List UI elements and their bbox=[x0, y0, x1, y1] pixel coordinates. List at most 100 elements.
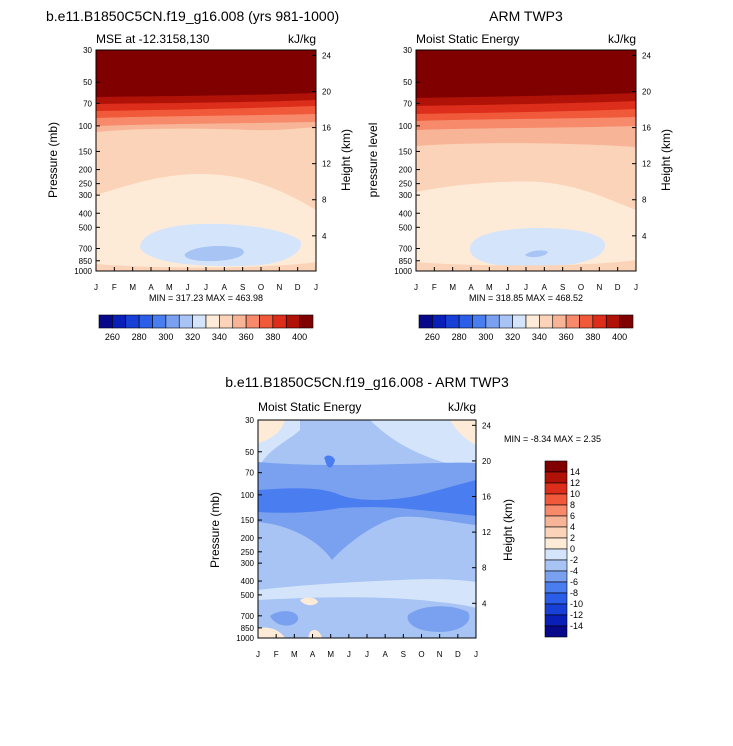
pressure-tick-label: 850 bbox=[399, 257, 413, 266]
month-tick-label: D bbox=[455, 650, 461, 659]
colorbar-swatch bbox=[544, 581, 568, 594]
colorbar-label: -6 bbox=[570, 577, 578, 587]
colorbar-swatch bbox=[299, 314, 314, 329]
colorbar-label: 4 bbox=[570, 522, 575, 532]
month-tick-label: N bbox=[596, 283, 602, 292]
panel-obs-ylabel-right: Height (km) bbox=[659, 129, 673, 191]
month-tick-label: A bbox=[468, 283, 474, 292]
month-tick-label: O bbox=[578, 283, 584, 292]
pressure-tick-label: 1000 bbox=[74, 267, 92, 276]
colorbar-swatch bbox=[544, 570, 568, 583]
colorbar-label: 300 bbox=[158, 332, 173, 342]
colorbar-swatch bbox=[205, 314, 220, 329]
colorbar-swatch bbox=[138, 314, 153, 329]
pressure-tick-label: 200 bbox=[399, 166, 413, 175]
panel-obs-units: kJ/kg bbox=[608, 32, 636, 46]
panel-diff-contours bbox=[258, 420, 476, 638]
colorbar-swatch bbox=[458, 314, 473, 329]
month-tick-label: J bbox=[365, 650, 369, 659]
colorbar-label: 360 bbox=[239, 332, 254, 342]
height-tick-label: 20 bbox=[642, 87, 651, 96]
colorbar-label: 0 bbox=[570, 544, 575, 554]
month-tick-label: A bbox=[382, 650, 388, 659]
panel-model-height-axis: 24 20 16 12 8 4 bbox=[312, 51, 331, 241]
pressure-tick-label: 30 bbox=[403, 46, 412, 55]
colorbar-swatch bbox=[165, 314, 180, 329]
month-tick-label: M bbox=[327, 650, 334, 659]
colorbar-swatch bbox=[544, 482, 568, 495]
month-tick-label: J bbox=[204, 283, 208, 292]
colorbar-swatch bbox=[544, 614, 568, 627]
colorbar-label: 12 bbox=[570, 478, 580, 488]
month-tick-label: M bbox=[166, 283, 173, 292]
month-tick-label: J bbox=[506, 283, 510, 292]
panel-model: b.e11.B1850C5CN.f19_g16.008 (yrs 981-100… bbox=[46, 8, 353, 342]
pressure-tick-label: 500 bbox=[399, 223, 413, 232]
colorbar-label: 260 bbox=[425, 332, 440, 342]
contour-fill-310-320 bbox=[525, 250, 548, 258]
pressure-tick-label: 50 bbox=[403, 78, 412, 87]
colorbar-swatch bbox=[472, 314, 487, 329]
colorbar-swatch bbox=[544, 625, 568, 638]
colorbar-swatch bbox=[285, 314, 300, 329]
month-tick-label: O bbox=[258, 283, 264, 292]
pressure-tick-label: 150 bbox=[399, 147, 413, 156]
colorbar-label: 8 bbox=[570, 500, 575, 510]
pressure-tick-label: 700 bbox=[79, 245, 93, 254]
panel-model-units: kJ/kg bbox=[288, 32, 316, 46]
month-tick-label: J bbox=[414, 283, 418, 292]
pressure-tick-label: 30 bbox=[83, 46, 92, 55]
height-tick-label: 12 bbox=[642, 160, 651, 169]
month-tick-label: J bbox=[347, 650, 351, 659]
panel-model-minmax: MIN = 317.23 MAX = 463.98 bbox=[149, 293, 263, 303]
colorbar-label: 380 bbox=[265, 332, 280, 342]
panel-model-ylabel: Pressure (mb) bbox=[46, 122, 60, 198]
colorbar-swatch bbox=[544, 559, 568, 572]
pressure-tick-label: 30 bbox=[245, 416, 254, 425]
colorbar-label: -8 bbox=[570, 588, 578, 598]
height-tick-label: 8 bbox=[642, 196, 647, 205]
panel-model-ylabel-right: Height (km) bbox=[339, 129, 353, 191]
panel-model-contours bbox=[96, 50, 316, 271]
colorbar-label: -2 bbox=[570, 555, 578, 565]
pressure-tick-label: 250 bbox=[79, 180, 93, 189]
colorbar-swatch bbox=[245, 314, 260, 329]
month-tick-label: S bbox=[240, 283, 245, 292]
pressure-tick-label: 700 bbox=[399, 245, 413, 254]
pressure-tick-label: 200 bbox=[79, 166, 93, 175]
colorbar-label: -14 bbox=[570, 621, 583, 631]
colorbar-swatch bbox=[445, 314, 460, 329]
panel-obs-height-axis: 24 20 16 12 8 4 bbox=[632, 51, 651, 241]
pressure-tick-label: 150 bbox=[79, 147, 93, 156]
pressure-tick-label: 70 bbox=[403, 99, 412, 108]
contour-fill-minus8-minus6 bbox=[258, 480, 476, 516]
pressure-tick-label: 50 bbox=[245, 448, 254, 457]
height-tick-label: 16 bbox=[482, 493, 491, 502]
colorbar-label: 320 bbox=[185, 332, 200, 342]
colorbar-swatch bbox=[272, 314, 287, 329]
height-tick-label: 24 bbox=[482, 421, 491, 430]
colorbar-swatch bbox=[565, 314, 580, 329]
panel-diff-ylabel-right: Height (km) bbox=[501, 499, 515, 561]
colorbar-swatch bbox=[544, 460, 568, 473]
month-tick-label: J bbox=[94, 283, 98, 292]
panel-obs-colorbar: 260 280 300 320 340 360 380 400 bbox=[418, 314, 634, 342]
colorbar-swatch bbox=[544, 548, 568, 561]
pressure-tick-label: 250 bbox=[241, 548, 255, 557]
colorbar-label: 340 bbox=[532, 332, 547, 342]
colorbar-label: -4 bbox=[570, 566, 578, 576]
panel-diff-minmax: MIN = -8.34 MAX = 2.35 bbox=[504, 434, 601, 444]
month-tick-label: F bbox=[112, 283, 117, 292]
contour-fill-minus6-minus4 bbox=[258, 462, 476, 560]
month-tick-label: F bbox=[274, 650, 279, 659]
month-tick-label: M bbox=[486, 283, 493, 292]
pressure-tick-label: 500 bbox=[241, 591, 255, 600]
pressure-tick-label: 400 bbox=[79, 209, 93, 218]
colorbar-swatch bbox=[125, 314, 140, 329]
month-tick-label: M bbox=[449, 283, 456, 292]
panel-model-title: b.e11.B1850C5CN.f19_g16.008 (yrs 981-100… bbox=[46, 8, 339, 24]
